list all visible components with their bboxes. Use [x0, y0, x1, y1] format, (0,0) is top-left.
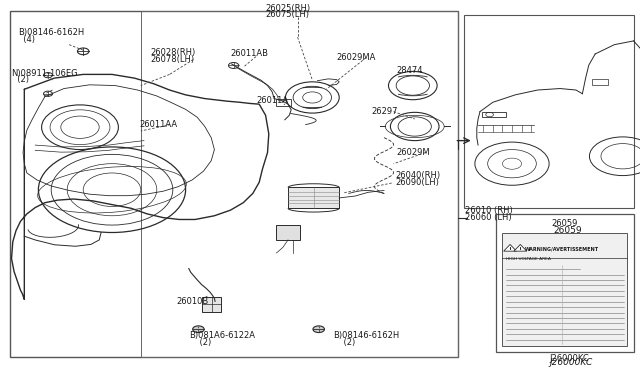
Text: N)08911-106EG: N)08911-106EG	[12, 69, 78, 78]
Circle shape	[193, 326, 204, 333]
Text: 26011A: 26011A	[256, 96, 288, 105]
Bar	[592, 79, 608, 85]
Text: (2): (2)	[12, 76, 29, 84]
Text: 28474: 28474	[397, 66, 423, 75]
Text: 26028(RH): 26028(RH)	[150, 48, 196, 57]
Text: (2): (2)	[333, 338, 355, 347]
Text: 26010 (RH): 26010 (RH)	[465, 206, 513, 215]
Text: 26075(LH): 26075(LH)	[266, 10, 310, 19]
Polygon shape	[504, 244, 516, 251]
Text: 26040(RH): 26040(RH)	[396, 171, 441, 180]
Bar	[502, 233, 627, 346]
Bar	[496, 214, 634, 352]
Text: 26059: 26059	[554, 226, 582, 235]
Text: 26029MA: 26029MA	[336, 53, 376, 62]
Bar	[276, 99, 291, 106]
Circle shape	[313, 326, 324, 333]
Bar	[276, 225, 300, 240]
Bar	[202, 297, 221, 312]
Text: 26011AB: 26011AB	[230, 49, 268, 58]
Text: B)08146-6162H: B)08146-6162H	[18, 28, 84, 37]
Text: 26029M: 26029M	[397, 148, 431, 157]
Text: (2): (2)	[189, 338, 211, 347]
Text: 26059: 26059	[552, 219, 578, 228]
Text: 26011AA: 26011AA	[140, 120, 178, 129]
Bar	[10, 11, 458, 357]
Text: WARNING/AVERTISSEMENT: WARNING/AVERTISSEMENT	[525, 246, 599, 251]
Text: B)08146-6162H: B)08146-6162H	[333, 331, 399, 340]
Bar	[464, 15, 634, 208]
Text: (4): (4)	[18, 35, 35, 44]
Bar	[288, 187, 339, 208]
Polygon shape	[514, 244, 527, 251]
Text: J26000KC: J26000KC	[549, 355, 589, 363]
Text: 26297: 26297	[371, 107, 397, 116]
Text: 26010B: 26010B	[176, 297, 208, 306]
Text: 26078(LH): 26078(LH)	[150, 55, 195, 64]
Bar	[141, 11, 458, 357]
Text: HIGH VOLTAGE AREA: HIGH VOLTAGE AREA	[506, 257, 550, 261]
Bar	[482, 112, 506, 117]
Text: B)081A6-6122A: B)081A6-6122A	[189, 331, 255, 340]
Text: 26025(RH): 26025(RH)	[266, 4, 311, 13]
Text: 26060 (LH): 26060 (LH)	[465, 213, 511, 222]
Text: J26000KC: J26000KC	[549, 358, 593, 367]
Text: 26090(LH): 26090(LH)	[396, 178, 440, 187]
